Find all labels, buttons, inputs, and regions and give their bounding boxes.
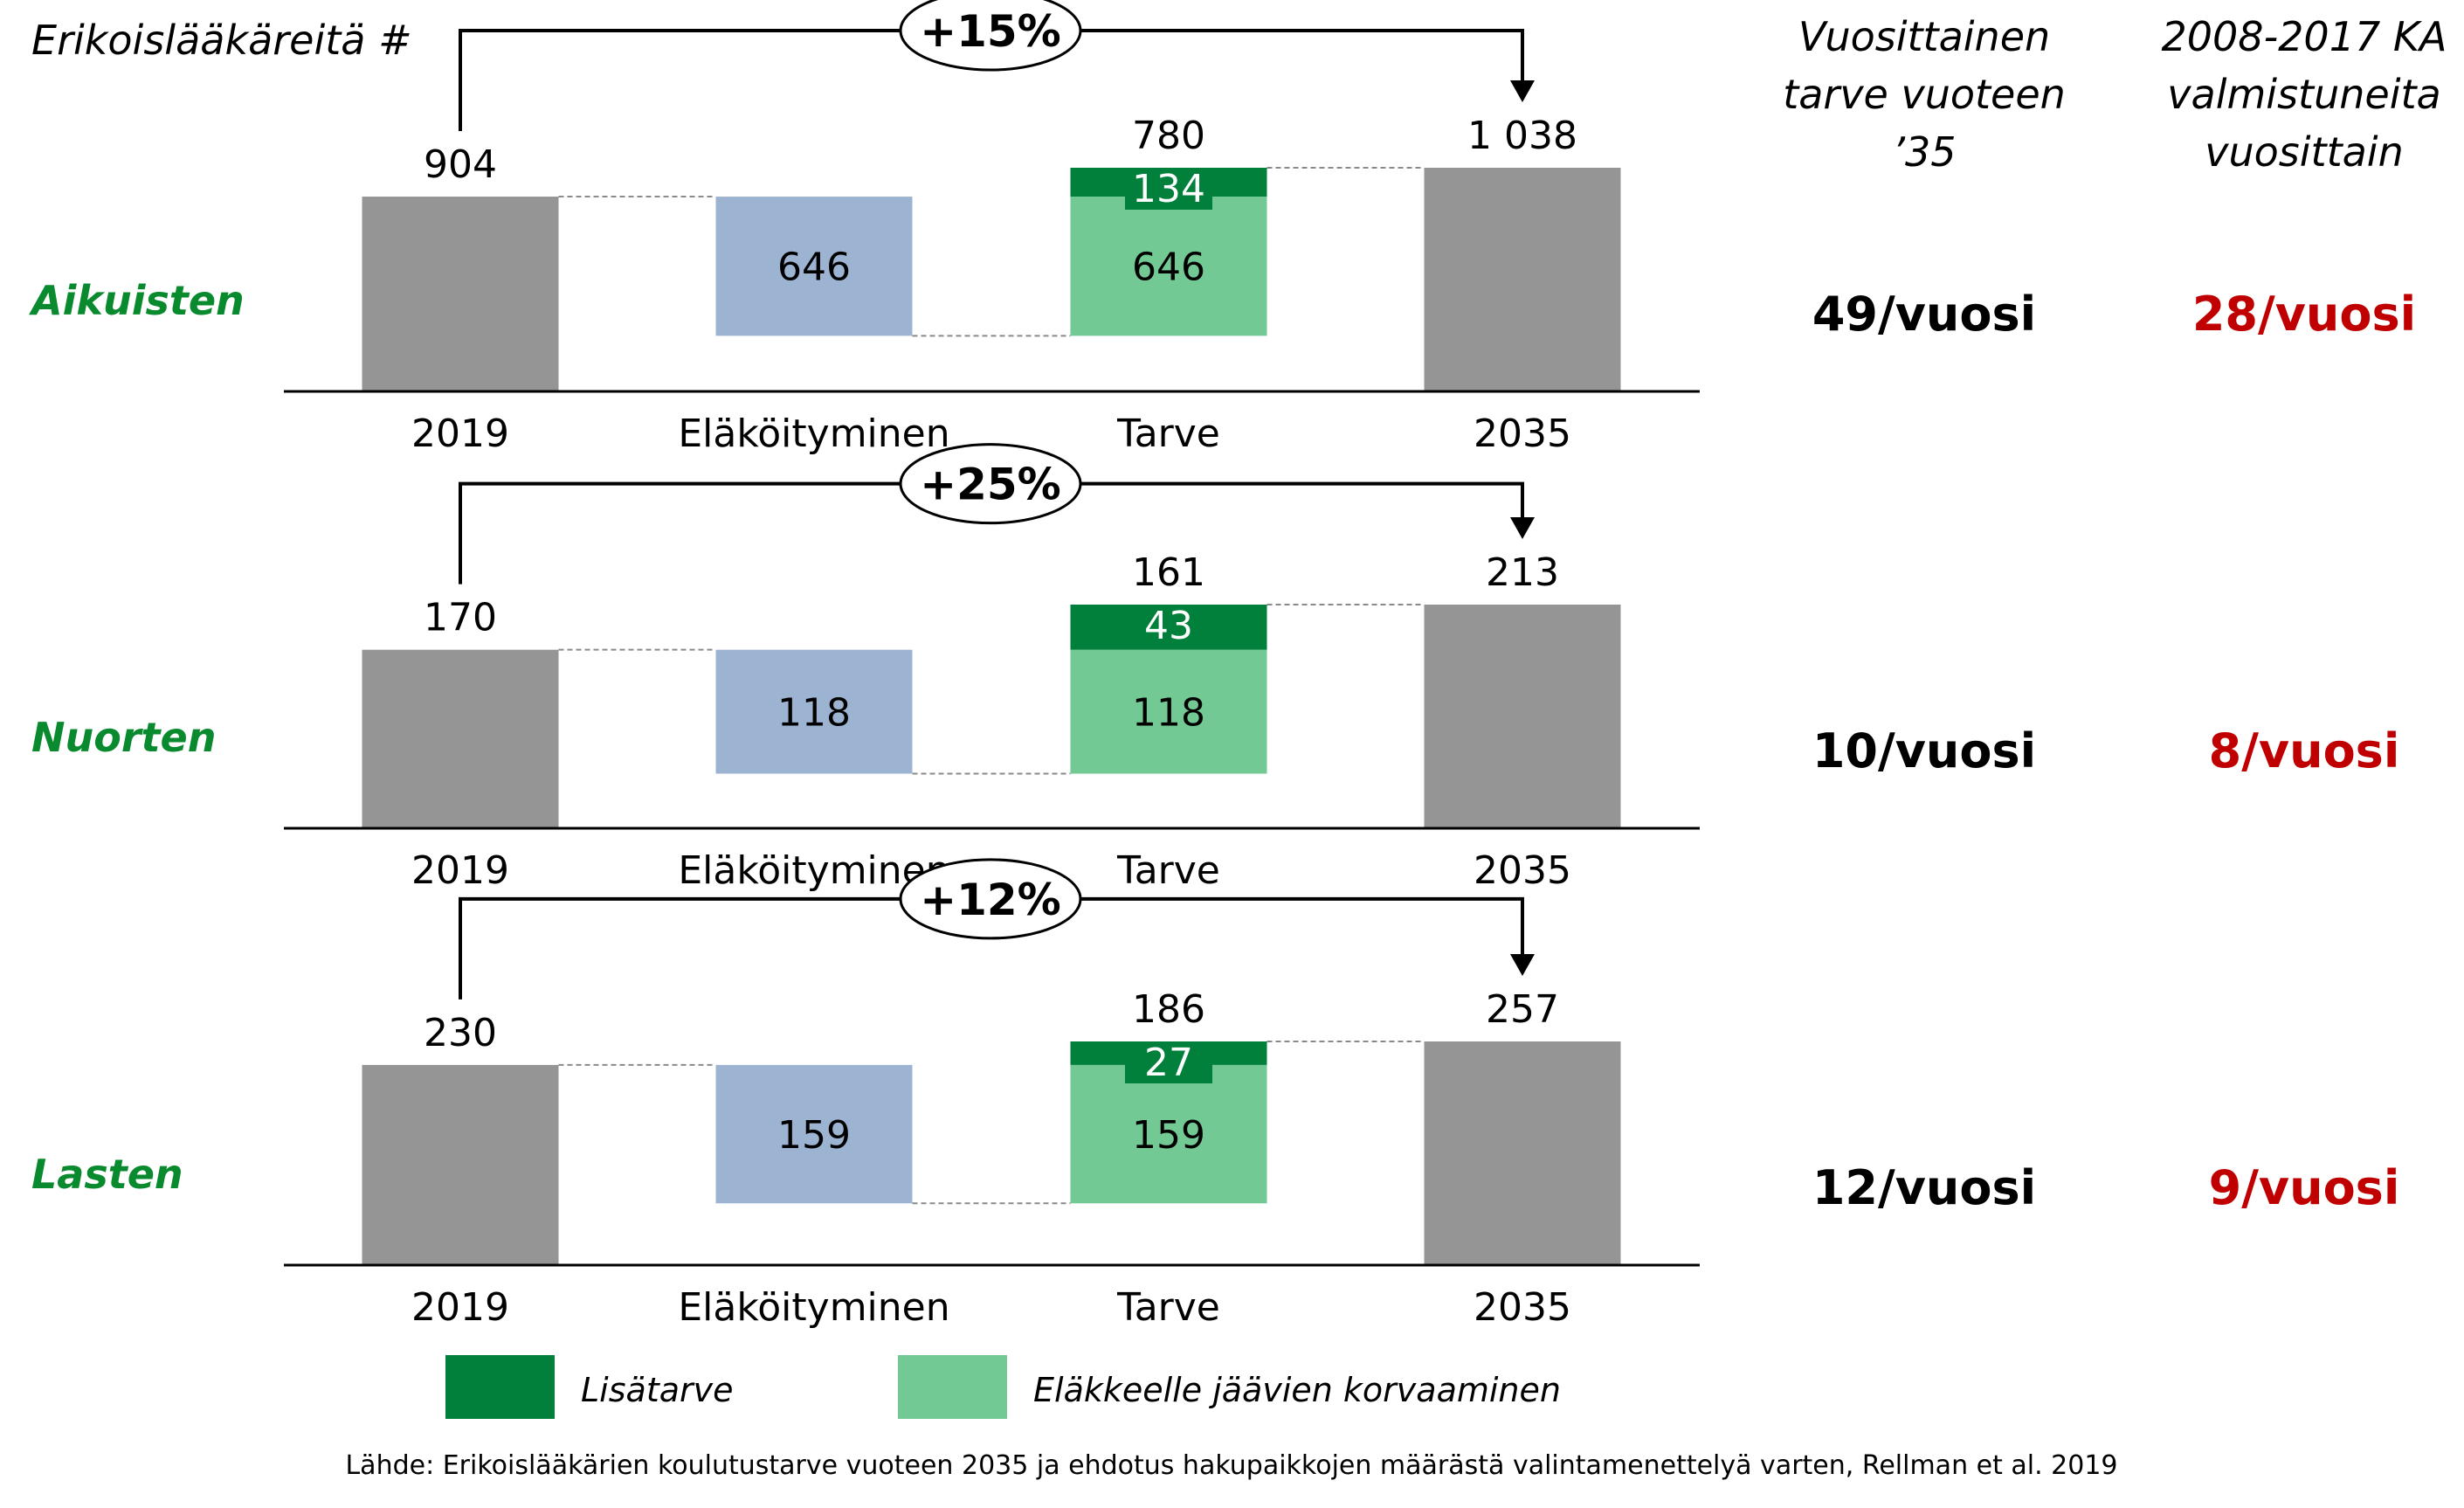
- annual-need-lasten: 12/vuosi: [1812, 1160, 2036, 1215]
- category-label-3: 2035: [1474, 412, 1571, 456]
- legend-label-additional: Lisätarve: [581, 1371, 734, 1409]
- value-label-2035: 1 038: [1467, 114, 1577, 158]
- annual-need-aikuisten: 49/vuosi: [1812, 287, 2036, 342]
- source-note: Lähde: Erikoislääkärien koulutustarve vu…: [345, 1450, 2117, 1481]
- column-header-rate: Vuosittainen tarve vuoteen ’35: [1783, 13, 2066, 176]
- panel-aikuisten: Aikuisten 2019 Eläköityminen Tarve 2035 904 64…: [29, 0, 2416, 456]
- bar-retirement: [715, 197, 913, 336]
- category-label-0: 2019: [411, 412, 509, 456]
- bar-2035: [1424, 1041, 1621, 1265]
- value-label-2019: 904: [424, 142, 497, 187]
- annual-need-nuorten: 10/vuosi: [1812, 723, 2036, 778]
- growth-oval: [899, 858, 1082, 940]
- category-label-2: Tarve: [1116, 848, 1220, 893]
- value-label-need-additional: 134: [1132, 167, 1205, 211]
- historical-avg-aikuisten: 28/vuosi: [2192, 287, 2416, 342]
- growth-arrowhead: [1510, 517, 1535, 539]
- bar-need-replacement: [1070, 1064, 1267, 1204]
- growth-label: +25%: [920, 460, 1061, 510]
- value-label-need-replacement: 159: [1132, 1113, 1205, 1158]
- historical-avg-nuorten: 8/vuosi: [2209, 723, 2400, 778]
- additional-label-box: [1125, 168, 1212, 210]
- value-label-need-total: 780: [1132, 114, 1205, 158]
- category-label-2: Tarve: [1116, 1285, 1220, 1330]
- value-label-need-replacement: 646: [1132, 246, 1205, 290]
- bar-2019: [362, 197, 559, 391]
- bar-need-replacement: [1070, 649, 1267, 774]
- growth-oval: [899, 0, 1082, 72]
- value-label-2019: 170: [424, 596, 497, 640]
- value-label-need-replacement: 118: [1132, 691, 1205, 736]
- legend: Lisätarve Eläkkeelle jäävien korvaaminen: [445, 1355, 1561, 1419]
- column-header-rate-line-1: Vuosittainen: [1798, 13, 2050, 60]
- legend-swatch-additional: [445, 1355, 555, 1419]
- bar-need-replacement: [1070, 197, 1267, 336]
- growth-oval: [899, 443, 1082, 525]
- column-header-history-line-2: valmistuneita: [2167, 71, 2440, 118]
- chart-panels: Aikuisten 2019 Eläköityminen Tarve 2035 904 64…: [29, 0, 2416, 1330]
- legend-label-replacement: Eläkkeelle jäävien korvaaminen: [1033, 1371, 1561, 1409]
- additional-label-box: [1125, 605, 1212, 647]
- growth-label: +15%: [920, 6, 1061, 57]
- additional-label-box: [1125, 1041, 1212, 1083]
- row-label-nuorten: Nuorten: [31, 714, 216, 761]
- growth-arrowhead: [1510, 954, 1535, 976]
- value-label-retirement: 159: [777, 1113, 851, 1158]
- column-header-rate-line-2: tarve vuoteen: [1783, 71, 2066, 118]
- value-label-need-additional: 27: [1144, 1041, 1193, 1085]
- value-label-2035: 257: [1486, 987, 1559, 1032]
- bar-2035: [1424, 168, 1621, 391]
- panel-lasten: Lasten 2019 Eläköityminen Tarve 2035 230 159 18…: [31, 858, 2400, 1330]
- column-header-history: 2008-2017 KA valmistuneita vuosittain: [2162, 13, 2447, 176]
- growth-arrowhead: [1510, 80, 1535, 102]
- value-label-need-total: 186: [1132, 987, 1205, 1032]
- value-label-2035: 213: [1486, 550, 1559, 595]
- category-label-2: Tarve: [1116, 412, 1220, 456]
- value-label-need-total: 161: [1132, 550, 1205, 595]
- category-label-1: Eläköityminen: [678, 412, 949, 456]
- value-label-retirement: 118: [777, 691, 851, 736]
- growth-label: +12%: [920, 875, 1061, 925]
- category-label-0: 2019: [411, 848, 509, 893]
- bar-2035: [1424, 605, 1621, 828]
- row-label-lasten: Lasten: [31, 1151, 183, 1198]
- bar-retirement: [715, 1064, 913, 1204]
- value-label-2019: 230: [424, 1011, 497, 1055]
- value-label-need-additional: 43: [1144, 604, 1193, 648]
- bar-retirement: [715, 649, 913, 774]
- legend-swatch-replacement: [898, 1355, 1007, 1419]
- column-header-history-line-1: 2008-2017 KA: [2162, 13, 2447, 60]
- bar-2019: [362, 1064, 559, 1265]
- category-label-1: Eläköityminen: [678, 1285, 949, 1330]
- category-label-3: 2035: [1474, 1285, 1571, 1330]
- bar-2019: [362, 649, 559, 828]
- historical-avg-lasten: 9/vuosi: [2209, 1160, 2400, 1215]
- chart-title: Erikoislääkäreitä #: [31, 17, 412, 64]
- growth-bracket: [459, 29, 1524, 132]
- column-header-history-line-3: vuosittain: [2205, 128, 2403, 176]
- category-label-3: 2035: [1474, 848, 1571, 893]
- value-label-retirement: 646: [777, 246, 851, 290]
- column-header-rate-line-3: ’35: [1892, 128, 1956, 176]
- row-label-aikuisten: Aikuisten: [29, 277, 245, 324]
- category-label-0: 2019: [411, 1285, 509, 1330]
